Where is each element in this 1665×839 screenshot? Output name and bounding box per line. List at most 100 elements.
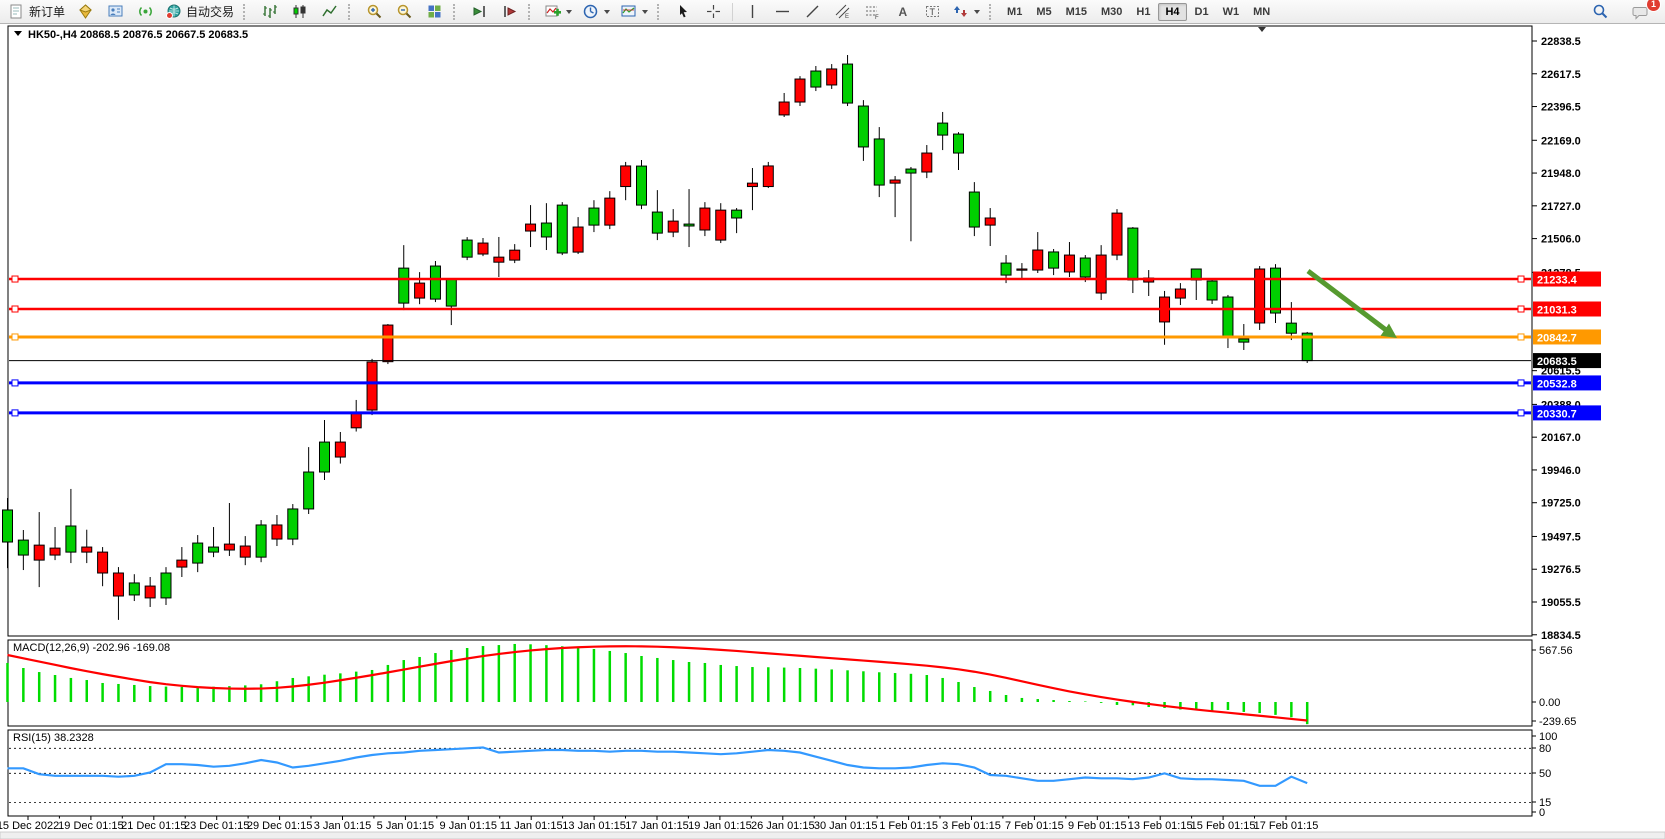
gold-seal-icon	[78, 4, 92, 19]
candle	[731, 209, 743, 219]
candle	[1238, 338, 1250, 343]
timeframe-m30-button[interactable]: M30	[1095, 4, 1128, 20]
candle	[1222, 296, 1234, 339]
zoom-in-button[interactable]	[360, 1, 388, 23]
horizontal-line-icon	[775, 10, 789, 13]
line-handle[interactable]	[1517, 379, 1525, 387]
candle	[112, 572, 124, 597]
auto-trading-button[interactable]: 自动交易	[161, 1, 238, 23]
price-line-tag	[1533, 375, 1601, 391]
arrows-dropdown-caret	[974, 9, 981, 14]
notifications-button[interactable]: 1	[1626, 0, 1661, 23]
line-handle[interactable]	[11, 379, 19, 387]
macd-label: MACD(12,26,9) -202.96 -169.08	[13, 642, 170, 654]
line-handle[interactable]	[11, 409, 19, 417]
chart-shift-marker[interactable]	[1258, 27, 1266, 32]
timeframe-m15-button[interactable]: M15	[1060, 4, 1093, 20]
indicators-dropdown-caret	[566, 9, 573, 14]
trend-arrow-line	[1306, 269, 1388, 332]
candle	[366, 361, 378, 411]
rsi-axis-label: 15	[1539, 797, 1551, 809]
vertical-line-tool-button[interactable]	[738, 1, 766, 23]
line-handle[interactable]	[1517, 409, 1525, 417]
candle	[65, 525, 77, 553]
timeframe-h1-button[interactable]: H1	[1130, 4, 1156, 20]
price-lines-layer	[9, 275, 1531, 417]
date-label: 17 Jan 01:15	[625, 820, 689, 832]
candle	[445, 278, 457, 307]
timeframe-mn-button[interactable]: MN	[1247, 4, 1276, 20]
timeframe-d1-button[interactable]: D1	[1189, 4, 1215, 20]
market-watch-button[interactable]	[101, 1, 129, 23]
zoom-in-icon	[367, 4, 381, 19]
zoom-out-button[interactable]	[390, 1, 418, 23]
price-axis[interactable]: 22838.5 22617.5 22396.5 22169.0 21948.0 21727…	[1532, 36, 1601, 819]
symbol-dropdown-icon[interactable]	[14, 31, 22, 36]
candle	[572, 226, 584, 253]
candle	[49, 547, 61, 556]
line-handle[interactable]	[11, 275, 19, 283]
line-handle[interactable]	[1517, 305, 1525, 313]
candle	[1063, 254, 1075, 273]
new-order-button[interactable]: 新订单	[4, 1, 69, 23]
cursor-tool-button[interactable]	[669, 1, 697, 23]
rsi-axis-label: 50	[1539, 768, 1551, 780]
candle	[525, 223, 537, 232]
line-chart-button[interactable]	[315, 1, 343, 23]
line-handle[interactable]	[1517, 275, 1525, 283]
trendline-tool-button[interactable]	[798, 1, 826, 23]
line-handle[interactable]	[1517, 333, 1525, 341]
price-tick-label: 19497.5	[1541, 531, 1581, 543]
fibonacci-tool-button[interactable]: F	[858, 1, 886, 23]
text-icon: A	[898, 5, 907, 19]
candle	[1032, 249, 1044, 271]
periods-button[interactable]	[578, 1, 614, 23]
candle	[382, 324, 394, 363]
timeframe-m1-button[interactable]: M1	[1001, 4, 1028, 20]
signals-button[interactable]	[131, 1, 159, 23]
price-tick-label: 19055.5	[1541, 597, 1581, 609]
indicators-button[interactable]	[540, 1, 576, 23]
price-line-tag	[1533, 353, 1601, 369]
auto-scroll-button[interactable]	[465, 1, 493, 23]
price-line-tag-label: 20842.7	[1537, 332, 1577, 344]
timeframe-h4-button[interactable]: H4	[1158, 2, 1187, 21]
bar-chart-button[interactable]	[255, 1, 283, 23]
chart-canvas[interactable]: HK50-,H4 20868.5 20876.5 20667.5 20683.5…	[0, 24, 1665, 839]
main-chart-panel[interactable]	[7, 25, 1533, 637]
templates-button[interactable]	[616, 1, 652, 23]
tile-windows-button[interactable]	[420, 1, 448, 23]
text-tool-button[interactable]: A	[888, 1, 916, 23]
search-button[interactable]	[1586, 1, 1614, 23]
svg-text:T: T	[929, 7, 935, 17]
channel-tool-button[interactable]: E	[828, 1, 856, 23]
candle	[794, 78, 806, 103]
date-label: 13 Feb 01:15	[1128, 820, 1193, 832]
gold-seal-button[interactable]	[71, 1, 99, 23]
market-watch-icon	[108, 5, 123, 17]
date-label: 15 Feb 01:15	[1191, 820, 1256, 832]
arrows-tool-button[interactable]	[948, 1, 984, 23]
candle	[287, 508, 299, 540]
line-handle[interactable]	[11, 333, 19, 341]
date-label: 21 Dec 01:15	[121, 820, 186, 832]
chart-shift-button[interactable]	[495, 1, 523, 23]
crosshair-tool-button[interactable]	[699, 1, 727, 23]
date-label: 3 Jan 01:15	[314, 820, 372, 832]
date-label: 15 Dec 2022	[0, 820, 59, 832]
candle	[1285, 322, 1297, 334]
timeframe-w1-button[interactable]: W1	[1217, 4, 1246, 20]
candlestick-chart-button[interactable]	[285, 1, 313, 23]
line-handle[interactable]	[11, 305, 19, 313]
chart-shift-icon	[503, 6, 516, 17]
price-line-tag-label: 20683.5	[1537, 356, 1577, 368]
notification-badge: 1	[1646, 0, 1661, 12]
horizontal-line-tool-button[interactable]	[768, 1, 796, 23]
timeframe-m5-button[interactable]: M5	[1030, 4, 1057, 20]
label-tool-button[interactable]: T	[918, 1, 946, 23]
candle	[556, 204, 568, 254]
svg-text:A: A	[898, 5, 907, 19]
trend-arrow[interactable]	[1306, 269, 1397, 338]
price-tick-label: 18834.5	[1541, 630, 1581, 642]
